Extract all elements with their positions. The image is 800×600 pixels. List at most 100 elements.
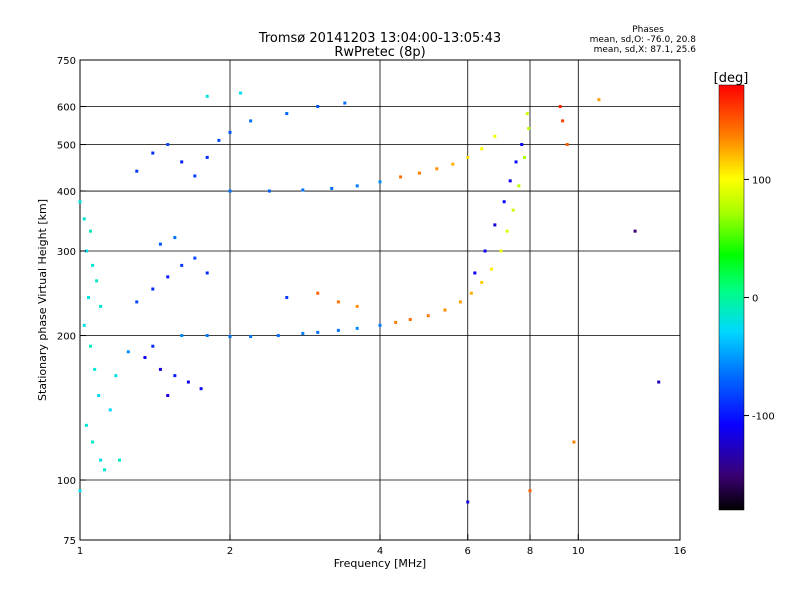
data-point [514,160,518,164]
data-point [143,355,147,359]
data-point [249,335,253,339]
x-axis-label: Frequency [MHz] [334,557,426,570]
data-point [466,500,470,504]
data-point [135,169,139,173]
x-tick-label: 2 [227,546,233,557]
phases-heading: Phases [632,25,664,35]
x-tick-label: 4 [377,546,383,557]
data-point [158,367,162,371]
data-point [355,184,359,188]
grid-lines [80,60,680,540]
data-point [205,155,209,159]
y-tick-label: 300 [57,247,76,258]
data-point [502,200,506,204]
data-point [173,236,177,240]
data-point [572,440,576,444]
data-point [82,217,86,221]
data-point [316,105,320,109]
colorbar-tick-label: 100 [752,175,771,186]
data-point [527,126,531,130]
data-point [458,300,462,304]
data-point [597,98,601,102]
y-tick-label: 75 [63,536,76,547]
data-point [135,300,139,304]
data-point [166,394,170,398]
data-point [561,119,565,123]
data-point [158,242,162,246]
chart-subtitle: RwPretec (8p) [334,45,425,60]
data-point [355,304,359,308]
colorbar-tick-label: -100 [752,412,775,423]
data-point [301,188,305,192]
phases-mean-o: mean, sd,O: -76.0, 20.8 [590,35,697,45]
y-axis-label: Stationary phase Virtual Height [km] [36,199,49,401]
data-point [417,171,421,175]
y-tick-label: 100 [57,476,76,487]
data-point [511,208,515,212]
data-point [517,184,521,188]
data-point [193,256,197,260]
data-point [483,249,487,253]
data-point [378,323,382,327]
data-point [205,271,209,275]
data-point [490,267,494,271]
plot-area: 1 2 4 6 8 10 16 75 100 200 300 400 500 600 750 [57,56,686,557]
data-point [114,374,118,378]
data-point [228,189,232,193]
data-point [378,180,382,184]
data-point [151,287,155,291]
data-point [97,394,101,398]
data-point [89,229,93,233]
data-point [84,249,88,253]
x-tick-label: 6 [465,546,471,557]
x-tick-label: 16 [674,546,687,557]
data-point [91,263,95,267]
data-point [525,112,529,116]
data-point [508,179,512,183]
colorbar: [deg] 100 0 -100 [714,71,775,511]
data-point [316,291,320,295]
data-point [408,317,412,321]
y-tick-label: 400 [57,187,76,198]
data-point [355,326,359,330]
data-point [493,134,497,138]
data-point [451,162,455,166]
data-point [205,94,209,98]
colorbar-gradient [718,84,745,511]
data-point [426,314,430,318]
data-point [193,174,197,178]
data-point [186,380,190,384]
data-point [93,367,97,371]
colorbar-ticks: 100 0 -100 [744,175,775,423]
y-axis-ticks: 75 100 200 300 400 500 600 750 [57,56,86,547]
data-point [435,167,439,171]
data-point [180,334,184,338]
data-point [480,147,484,151]
data-point [217,138,221,142]
data-point [180,160,184,164]
data-point [205,334,209,338]
data-point [520,143,524,147]
data-point [528,489,532,493]
data-point [657,380,661,384]
data-point [86,296,90,300]
data-point [473,271,477,275]
data-point [108,408,112,412]
data-point [285,112,289,116]
data-point [99,304,103,308]
data-point [493,223,497,227]
data-point [151,344,155,348]
data-point [443,308,447,312]
y-tick-label: 600 [57,103,76,114]
data-point [166,275,170,279]
data-point [285,296,289,300]
x-axis-ticks: 1 2 4 6 8 10 16 [77,534,687,557]
data-point [82,323,86,327]
data-point [565,143,569,147]
data-point [336,328,340,332]
data-point [499,249,503,253]
data-point [267,189,271,193]
data-point [84,423,88,427]
data-point [330,186,334,190]
data-point [228,130,232,134]
